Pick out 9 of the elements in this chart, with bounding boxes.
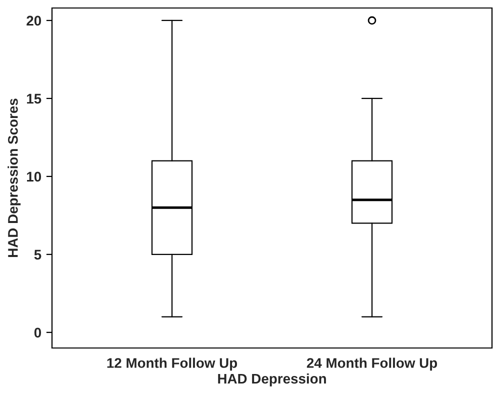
x-tick-label: 24 Month Follow Up (306, 358, 438, 371)
y-tick-label: 15 (27, 94, 42, 104)
y-tick-label: 5 (34, 250, 42, 260)
y-tick-label: 10 (27, 172, 42, 182)
y-tick-label: 20 (26, 16, 42, 26)
y-tick-label: 0 (34, 328, 42, 338)
x-axis-title: HAD Depression (218, 373, 326, 386)
x-tick-label: 12 Month Follow Up (107, 358, 238, 371)
y-axis-title: HAD Depression Scores (8, 98, 21, 257)
